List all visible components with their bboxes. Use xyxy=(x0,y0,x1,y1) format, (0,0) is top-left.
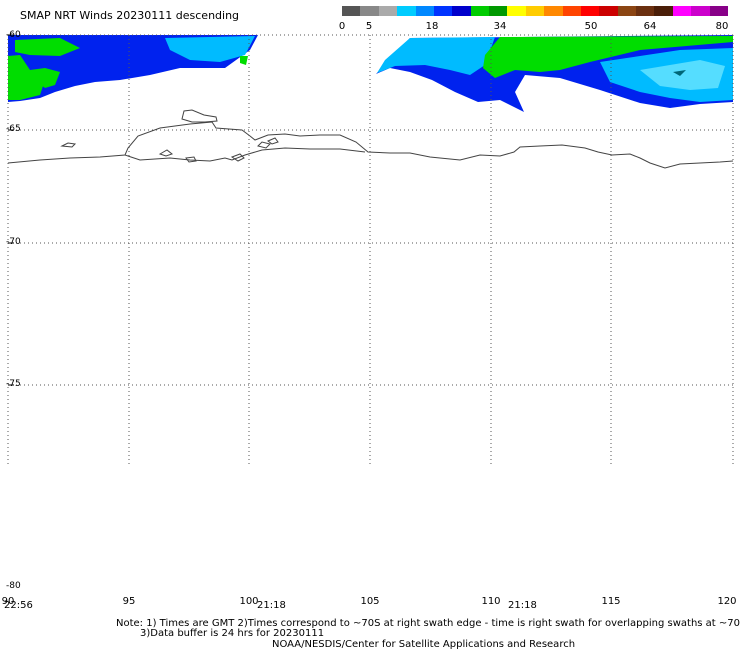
swath-time-2: 21:18 xyxy=(257,600,286,611)
colorbar-label-18: 18 xyxy=(425,21,439,32)
lon-label-110: 110 xyxy=(481,596,501,607)
colorbar-segment xyxy=(507,6,526,16)
lat-label--80: -80 xyxy=(6,581,21,591)
colorbar-segment xyxy=(342,6,361,16)
credit-line: NOAA/NESDIS/Center for Satellite Applica… xyxy=(272,639,576,650)
colorbar-segment xyxy=(433,6,453,16)
wind-swath-left xyxy=(8,35,258,102)
lat-label--60: -60 xyxy=(6,30,21,40)
colorbar-segment xyxy=(378,6,398,16)
lat-label--70: -70 xyxy=(6,237,21,247)
map-title: SMAP NRT Winds 20230111 descending xyxy=(20,9,240,22)
footnote-line-1: Note: 1) Times are GMT 2)Times correspon… xyxy=(116,618,740,629)
colorbar-segment xyxy=(672,6,692,16)
lon-label-90: 90 xyxy=(1,596,15,607)
footnote-line-2: 3)Data buffer is 24 hrs for 20230111 xyxy=(140,628,325,639)
colorbar-label-50: 50 xyxy=(584,21,598,32)
colorbar-segment xyxy=(452,6,471,16)
lon-label-115: 115 xyxy=(601,596,621,607)
wind-swath-right xyxy=(376,35,733,112)
colorbar-segment xyxy=(360,6,379,16)
colorbar-segment xyxy=(599,6,618,16)
swath-time-3: 21:18 xyxy=(508,600,537,611)
swath-time-1: 22:56 xyxy=(4,600,33,611)
map-graticule xyxy=(7,34,734,465)
colorbar-segment xyxy=(580,6,600,16)
lat-label--75: -75 xyxy=(6,379,21,389)
colorbar-label-64: 64 xyxy=(643,21,657,32)
colorbar-segment xyxy=(562,6,581,16)
colorbar-segment xyxy=(415,6,434,16)
lon-label-100: 100 xyxy=(239,596,259,607)
colorbar-segment xyxy=(691,6,710,16)
colorbar-segment xyxy=(544,6,563,16)
colorbar-segment xyxy=(617,6,636,16)
colorbar-segment xyxy=(654,6,673,16)
lon-label-120: 120 xyxy=(717,596,737,607)
colorbar-label-5: 5 xyxy=(365,21,373,32)
colorbar-segment xyxy=(709,6,728,16)
colorbar-segment xyxy=(470,6,489,16)
antarctic-coastline xyxy=(7,109,734,169)
colorbar-label-80: 80 xyxy=(715,21,729,32)
colorbar-segment xyxy=(397,6,416,16)
lat-label--65: -65 xyxy=(6,124,21,134)
lon-label-105: 105 xyxy=(360,596,380,607)
wind-speed-colorbar xyxy=(342,6,728,16)
lon-label-95: 95 xyxy=(122,596,136,607)
colorbar-label-0: 0 xyxy=(338,21,346,32)
lat-ticks xyxy=(8,34,14,386)
colorbar-segment xyxy=(636,6,655,16)
colorbar-segment xyxy=(489,6,508,16)
colorbar-label-34: 34 xyxy=(493,21,507,32)
colorbar-segment xyxy=(525,6,545,16)
